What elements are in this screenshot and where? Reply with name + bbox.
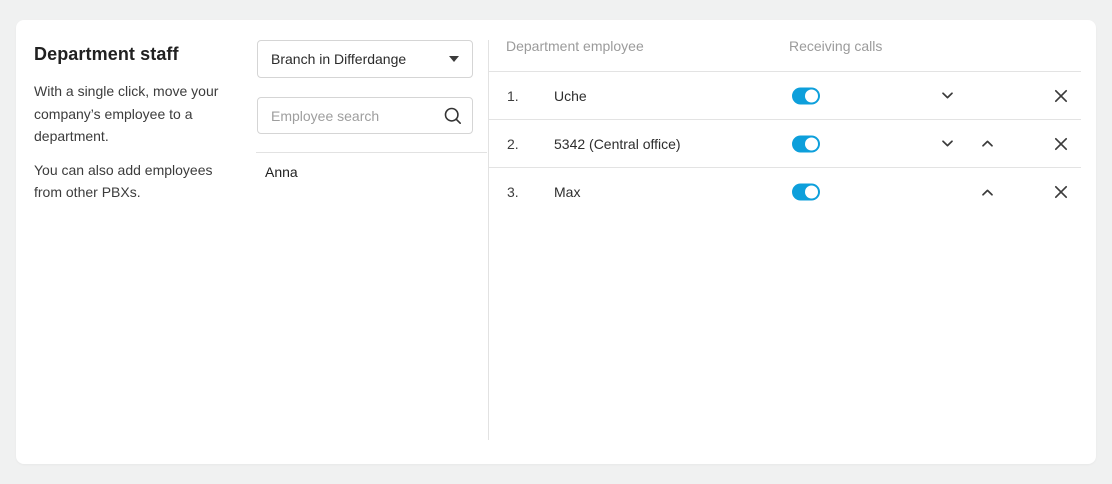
chevron-down-icon [940,136,955,151]
row-index: 2. [507,135,519,152]
branch-dropdown-value: Branch in Differdange [271,51,407,67]
column-header-receiving-calls: Receiving calls [789,37,883,54]
receiving-calls-toggle[interactable] [792,87,820,104]
employee-search-box [257,97,473,134]
remove-employee-button[interactable] [1049,84,1073,108]
intro-paragraph-2: You can also add employees from other PB… [34,161,213,201]
page-title: Department staff [34,44,179,64]
staff-row: 3. Max [489,168,1081,216]
employee-picker-panel: Branch in Differdange Anna [256,40,488,191]
employee-name: 5342 (Central office) [554,135,681,152]
staff-table-rows: 1. Uche 2. 5342 (Central office) 3. Max [489,72,1081,216]
vertical-divider [488,40,489,440]
employee-name: Uche [554,87,587,104]
department-staff-card: Department staff With a single click, mo… [16,20,1096,464]
staff-table-header: Department employee Receiving calls [489,20,1081,72]
row-index: 3. [507,184,519,200]
toggle-knob [805,137,818,150]
column-header-employee: Department employee [506,37,644,54]
move-up-button[interactable] [975,132,999,156]
close-icon [1053,184,1069,200]
receiving-calls-toggle[interactable] [792,183,820,201]
move-up-button[interactable] [975,180,999,204]
remove-employee-button[interactable] [1049,180,1073,204]
caret-down-icon [449,56,459,62]
toggle-knob [805,89,818,102]
intro-panel: Department staff With a single click, mo… [34,44,242,215]
receiving-calls-toggle[interactable] [792,135,820,152]
staff-row: 1. Uche [489,72,1081,120]
chevron-up-icon [980,185,995,200]
picker-divider [256,152,487,153]
move-down-button[interactable] [935,132,959,156]
search-icon [443,106,463,126]
employee-search-input[interactable] [258,107,439,124]
chevron-down-icon [940,88,955,103]
staff-table: Department employee Receiving calls 1. Uc… [489,20,1081,216]
intro-paragraph-1: With a single click, move your company’s… [34,83,219,144]
move-down-button[interactable] [935,84,959,108]
toggle-knob [805,185,818,199]
close-icon [1053,136,1069,152]
row-index: 1. [507,87,519,104]
available-employee-list: Anna [257,153,488,191]
employee-name: Max [554,184,581,200]
staff-row: 2. 5342 (Central office) [489,120,1081,168]
branch-dropdown[interactable]: Branch in Differdange [257,40,473,78]
remove-employee-button[interactable] [1049,132,1073,156]
employee-list-item[interactable]: Anna [265,164,298,180]
chevron-up-icon [980,136,995,151]
close-icon [1053,88,1069,104]
